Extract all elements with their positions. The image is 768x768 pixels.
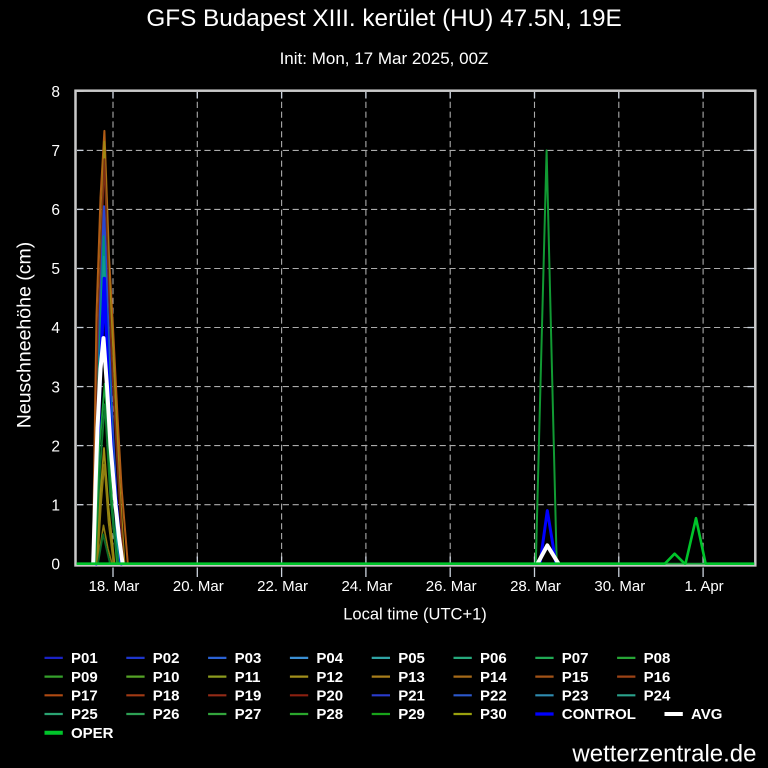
svg-text:CONTROL: CONTROL <box>562 706 636 723</box>
svg-text:6: 6 <box>51 202 60 219</box>
svg-text:P14: P14 <box>480 669 507 686</box>
svg-text:1. Apr: 1. Apr <box>684 578 723 595</box>
svg-text:P10: P10 <box>153 669 180 686</box>
svg-text:P24: P24 <box>644 688 671 705</box>
svg-text:0: 0 <box>51 556 60 573</box>
svg-text:18. Mar: 18. Mar <box>89 578 140 595</box>
svg-text:P15: P15 <box>562 669 589 686</box>
svg-text:P04: P04 <box>316 650 343 667</box>
svg-text:P30: P30 <box>480 706 507 723</box>
svg-text:P13: P13 <box>398 669 425 686</box>
svg-text:P05: P05 <box>398 650 425 667</box>
svg-text:8: 8 <box>51 84 60 101</box>
svg-text:AVG: AVG <box>691 706 722 723</box>
svg-text:P02: P02 <box>153 650 180 667</box>
svg-text:wetterzentrale.de: wetterzentrale.de <box>571 741 756 768</box>
svg-text:P28: P28 <box>316 706 343 723</box>
svg-text:P18: P18 <box>153 688 180 705</box>
svg-text:P20: P20 <box>316 688 343 705</box>
svg-text:P03: P03 <box>235 650 262 667</box>
svg-text:P21: P21 <box>398 688 425 705</box>
svg-text:26. Mar: 26. Mar <box>426 578 477 595</box>
svg-text:P22: P22 <box>480 688 507 705</box>
svg-text:P23: P23 <box>562 688 589 705</box>
svg-text:P01: P01 <box>71 650 98 667</box>
svg-text:22. Mar: 22. Mar <box>257 578 308 595</box>
svg-text:P19: P19 <box>235 688 262 705</box>
svg-text:2: 2 <box>51 438 60 455</box>
svg-text:P12: P12 <box>316 669 343 686</box>
svg-text:30. Mar: 30. Mar <box>594 578 645 595</box>
svg-text:1: 1 <box>51 497 60 514</box>
svg-text:7: 7 <box>51 143 60 160</box>
svg-text:P27: P27 <box>235 706 262 723</box>
svg-text:P07: P07 <box>562 650 589 667</box>
svg-text:Init: Mon, 17 Mar 2025, 00Z: Init: Mon, 17 Mar 2025, 00Z <box>280 49 489 68</box>
svg-text:3: 3 <box>51 379 60 396</box>
svg-text:20. Mar: 20. Mar <box>173 578 224 595</box>
svg-text:P26: P26 <box>153 706 180 723</box>
svg-text:OPER: OPER <box>71 725 114 742</box>
svg-text:P16: P16 <box>644 669 671 686</box>
svg-text:4: 4 <box>51 320 60 337</box>
svg-text:5: 5 <box>51 261 60 278</box>
svg-text:P17: P17 <box>71 688 98 705</box>
svg-text:P06: P06 <box>480 650 507 667</box>
svg-text:Local time (UTC+1): Local time (UTC+1) <box>343 606 487 624</box>
svg-text:P11: P11 <box>235 669 261 686</box>
svg-text:24. Mar: 24. Mar <box>341 578 392 595</box>
svg-text:P09: P09 <box>71 669 98 686</box>
svg-text:Neuschneehöhe (cm): Neuschneehöhe (cm) <box>14 242 36 428</box>
svg-text:P29: P29 <box>398 706 425 723</box>
svg-text:28. Mar: 28. Mar <box>510 578 561 595</box>
svg-text:P08: P08 <box>644 650 671 667</box>
svg-text:GFS Budapest XIII. kerület (HU: GFS Budapest XIII. kerület (HU) 47.5N, 1… <box>146 5 621 32</box>
svg-text:P25: P25 <box>71 706 98 723</box>
